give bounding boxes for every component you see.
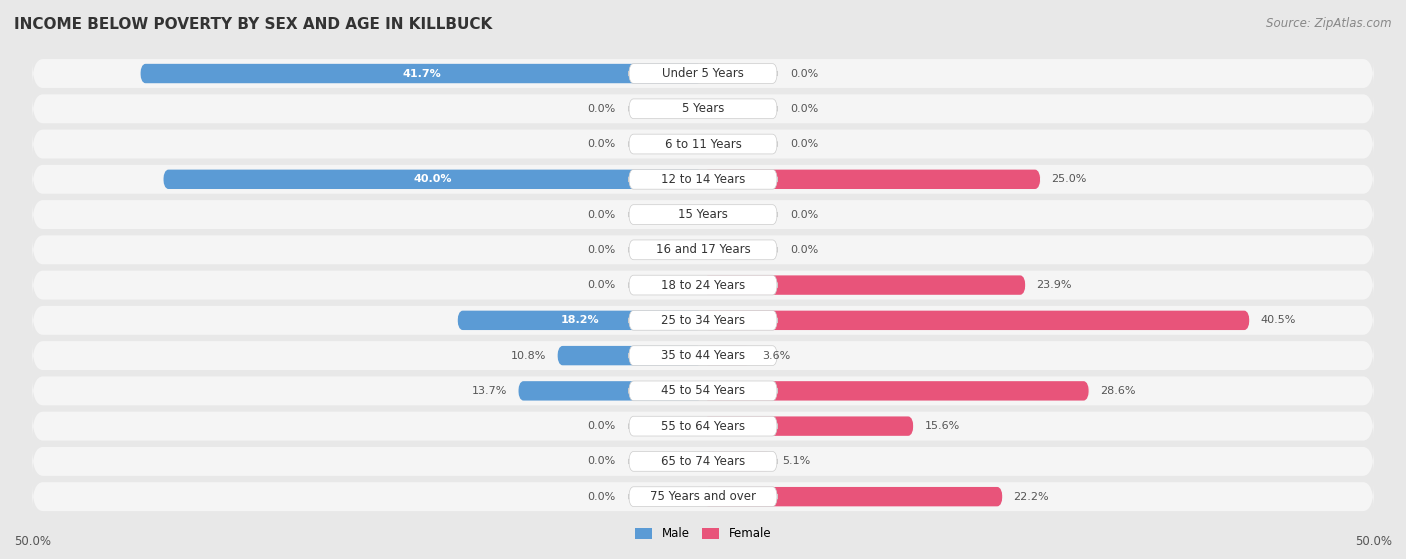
Text: Under 5 Years: Under 5 Years <box>662 67 744 80</box>
FancyBboxPatch shape <box>32 341 1374 370</box>
Text: 50.0%: 50.0% <box>1355 535 1392 548</box>
FancyBboxPatch shape <box>32 59 1374 88</box>
FancyBboxPatch shape <box>517 381 703 401</box>
Text: 0.0%: 0.0% <box>790 69 818 78</box>
Text: 0.0%: 0.0% <box>588 139 616 149</box>
FancyBboxPatch shape <box>32 271 1374 300</box>
Text: 65 to 74 Years: 65 to 74 Years <box>661 455 745 468</box>
FancyBboxPatch shape <box>628 345 778 366</box>
Text: 6 to 11 Years: 6 to 11 Years <box>665 138 741 150</box>
FancyBboxPatch shape <box>628 416 778 436</box>
Text: 0.0%: 0.0% <box>588 456 616 466</box>
Text: 5.1%: 5.1% <box>783 456 811 466</box>
FancyBboxPatch shape <box>32 376 1374 405</box>
Text: 10.8%: 10.8% <box>510 350 547 361</box>
Text: 0.0%: 0.0% <box>790 210 818 220</box>
FancyBboxPatch shape <box>32 411 1374 440</box>
Text: 13.7%: 13.7% <box>472 386 508 396</box>
FancyBboxPatch shape <box>32 165 1374 194</box>
Text: 0.0%: 0.0% <box>790 104 818 114</box>
Text: 75 Years and over: 75 Years and over <box>650 490 756 503</box>
FancyBboxPatch shape <box>628 487 778 506</box>
Text: Source: ZipAtlas.com: Source: ZipAtlas.com <box>1267 17 1392 30</box>
FancyBboxPatch shape <box>703 346 752 366</box>
FancyBboxPatch shape <box>557 346 703 366</box>
Text: 40.5%: 40.5% <box>1260 315 1296 325</box>
Text: 40.0%: 40.0% <box>413 174 453 184</box>
FancyBboxPatch shape <box>628 452 778 471</box>
Text: 0.0%: 0.0% <box>790 139 818 149</box>
FancyBboxPatch shape <box>628 64 778 83</box>
FancyBboxPatch shape <box>628 134 778 154</box>
Text: 25.0%: 25.0% <box>1052 174 1087 184</box>
Text: 22.2%: 22.2% <box>1014 492 1049 501</box>
FancyBboxPatch shape <box>628 169 778 189</box>
Text: 15.6%: 15.6% <box>924 421 960 431</box>
Text: 23.9%: 23.9% <box>1036 280 1071 290</box>
FancyBboxPatch shape <box>32 447 1374 476</box>
FancyBboxPatch shape <box>703 381 1090 401</box>
Text: 18.2%: 18.2% <box>561 315 599 325</box>
FancyBboxPatch shape <box>32 94 1374 123</box>
FancyBboxPatch shape <box>703 276 1025 295</box>
FancyBboxPatch shape <box>32 200 1374 229</box>
Text: 3.6%: 3.6% <box>762 350 790 361</box>
Text: 28.6%: 28.6% <box>1099 386 1135 396</box>
Legend: Male, Female: Male, Female <box>630 523 776 545</box>
FancyBboxPatch shape <box>703 311 1250 330</box>
Text: 0.0%: 0.0% <box>588 280 616 290</box>
Text: 25 to 34 Years: 25 to 34 Years <box>661 314 745 327</box>
FancyBboxPatch shape <box>141 64 703 83</box>
Text: 18 to 24 Years: 18 to 24 Years <box>661 278 745 292</box>
FancyBboxPatch shape <box>703 416 914 436</box>
Text: 0.0%: 0.0% <box>588 492 616 501</box>
FancyBboxPatch shape <box>32 235 1374 264</box>
FancyBboxPatch shape <box>703 487 1002 506</box>
Text: 50.0%: 50.0% <box>14 535 51 548</box>
Text: 0.0%: 0.0% <box>588 104 616 114</box>
Text: 16 and 17 Years: 16 and 17 Years <box>655 243 751 257</box>
FancyBboxPatch shape <box>628 381 778 401</box>
FancyBboxPatch shape <box>628 99 778 119</box>
FancyBboxPatch shape <box>703 169 1040 189</box>
FancyBboxPatch shape <box>628 275 778 295</box>
Text: 0.0%: 0.0% <box>588 245 616 255</box>
FancyBboxPatch shape <box>32 130 1374 159</box>
FancyBboxPatch shape <box>457 311 703 330</box>
Text: INCOME BELOW POVERTY BY SEX AND AGE IN KILLBUCK: INCOME BELOW POVERTY BY SEX AND AGE IN K… <box>14 17 492 32</box>
Text: 0.0%: 0.0% <box>588 210 616 220</box>
FancyBboxPatch shape <box>32 482 1374 511</box>
Text: 35 to 44 Years: 35 to 44 Years <box>661 349 745 362</box>
Text: 41.7%: 41.7% <box>402 69 441 78</box>
Text: 0.0%: 0.0% <box>588 421 616 431</box>
Text: 15 Years: 15 Years <box>678 208 728 221</box>
Text: 0.0%: 0.0% <box>790 245 818 255</box>
FancyBboxPatch shape <box>703 452 772 471</box>
Text: 45 to 54 Years: 45 to 54 Years <box>661 385 745 397</box>
FancyBboxPatch shape <box>163 169 703 189</box>
FancyBboxPatch shape <box>628 240 778 260</box>
FancyBboxPatch shape <box>628 310 778 330</box>
FancyBboxPatch shape <box>628 205 778 225</box>
Text: 5 Years: 5 Years <box>682 102 724 115</box>
Text: 55 to 64 Years: 55 to 64 Years <box>661 420 745 433</box>
FancyBboxPatch shape <box>32 306 1374 335</box>
Text: 12 to 14 Years: 12 to 14 Years <box>661 173 745 186</box>
